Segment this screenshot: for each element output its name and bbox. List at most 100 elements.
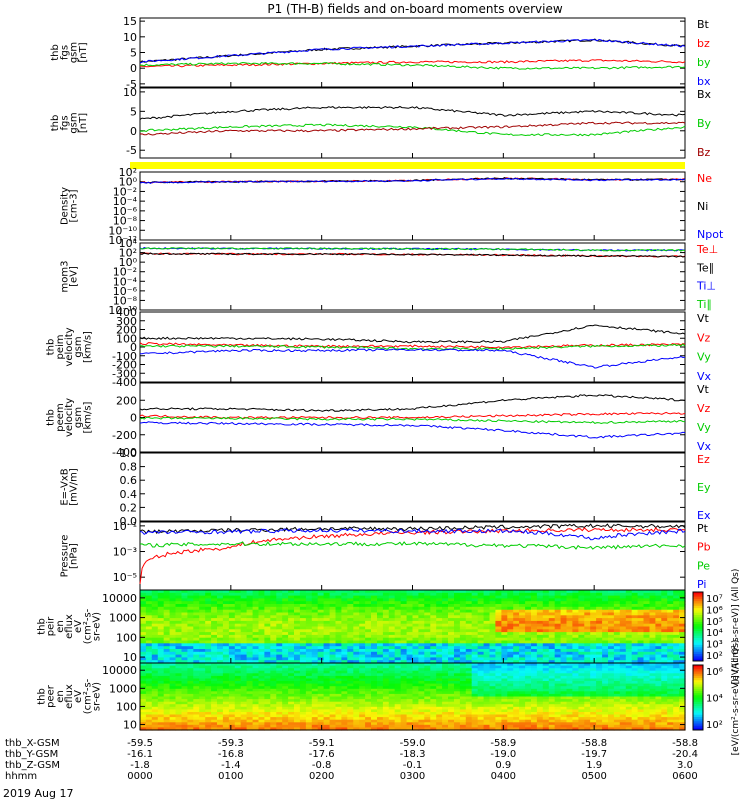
heatmap-cell bbox=[584, 709, 591, 713]
heatmap-cell bbox=[489, 590, 496, 594]
heatmap-cell bbox=[187, 675, 194, 680]
heatmap-cell bbox=[637, 688, 645, 692]
heatmap-cell bbox=[359, 691, 366, 695]
heatmap-cell bbox=[471, 615, 479, 619]
heatmap-cell bbox=[631, 654, 639, 658]
heatmap-cell bbox=[400, 654, 408, 658]
heatmap-cell bbox=[608, 712, 615, 716]
heatmap-cell bbox=[531, 612, 538, 616]
heatmap-cell bbox=[240, 722, 248, 726]
heatmap-cell bbox=[548, 598, 556, 602]
heatmap-cell bbox=[454, 657, 461, 661]
heatmap-cell bbox=[400, 643, 408, 647]
heatmap-cell bbox=[483, 626, 491, 630]
heatmap-cell bbox=[649, 629, 656, 633]
heatmap-cell bbox=[140, 626, 147, 630]
heatmap-cell bbox=[264, 712, 271, 716]
heatmap-cell bbox=[199, 657, 206, 661]
heatmap-cell bbox=[590, 686, 597, 690]
heatmap-cell bbox=[258, 598, 265, 602]
heatmap-cell bbox=[525, 668, 532, 672]
heatmap-cell bbox=[181, 601, 188, 605]
heatmap-cell bbox=[590, 640, 597, 644]
heatmap-cell bbox=[211, 634, 218, 639]
heatmap-cell bbox=[169, 590, 177, 594]
heatmap-cell bbox=[430, 696, 437, 700]
heatmap-cell bbox=[471, 598, 479, 602]
heatmap-cell bbox=[329, 724, 337, 728]
heatmap-cell bbox=[377, 693, 384, 698]
heatmap-cell bbox=[252, 727, 260, 731]
heatmap-cell bbox=[536, 640, 544, 644]
heatmap-cell bbox=[371, 706, 378, 710]
heatmap-cell bbox=[335, 612, 342, 616]
heatmap-cell bbox=[205, 704, 212, 708]
heatmap-cell bbox=[169, 637, 177, 642]
heatmap-cell bbox=[566, 618, 573, 622]
heatmap-cell bbox=[673, 615, 680, 619]
heatmap-cell bbox=[335, 609, 342, 614]
heatmap-cell bbox=[501, 663, 508, 667]
heatmap-cell bbox=[270, 654, 277, 658]
heatmap-cell bbox=[584, 691, 591, 695]
heatmap-cell bbox=[536, 629, 544, 633]
heatmap-cell bbox=[542, 719, 550, 723]
heatmap-cell bbox=[501, 678, 508, 682]
heatmap-cell bbox=[572, 612, 579, 616]
heatmap-cell bbox=[258, 663, 265, 667]
heatmap-cell bbox=[175, 717, 182, 721]
heatmap-cell bbox=[631, 701, 639, 705]
heatmap-cell bbox=[341, 632, 348, 636]
heatmap-cell bbox=[353, 719, 360, 723]
heatmap-cell bbox=[205, 606, 212, 611]
heatmap-cell bbox=[288, 609, 295, 614]
heatmap-cell bbox=[613, 626, 621, 630]
heatmap-cell bbox=[418, 691, 425, 695]
heatmap-cell bbox=[222, 590, 230, 594]
heatmap-cell bbox=[613, 646, 621, 650]
heatmap-cell bbox=[554, 678, 562, 682]
heatmap-cell bbox=[258, 709, 265, 713]
heatmap-cell bbox=[193, 683, 200, 687]
heatmap-cell bbox=[596, 640, 603, 644]
heatmap-cell bbox=[608, 615, 615, 619]
heatmap-cell bbox=[217, 592, 224, 597]
heatmap-cell bbox=[211, 722, 218, 726]
heatmap-cell bbox=[465, 717, 473, 721]
heatmap-cell bbox=[347, 691, 354, 695]
heatmap-cell bbox=[140, 712, 147, 716]
heatmap-cell bbox=[222, 629, 230, 633]
heatmap-cell bbox=[613, 719, 621, 723]
heatmap-cell bbox=[175, 704, 182, 708]
heatmap-cell bbox=[531, 727, 538, 731]
heatmap-cell bbox=[222, 724, 230, 728]
heatmap-cell bbox=[590, 704, 597, 708]
heatmap-cell bbox=[590, 615, 597, 619]
heatmap-cell bbox=[175, 606, 182, 611]
heatmap-cell bbox=[442, 604, 449, 608]
heatmap-cell bbox=[388, 668, 396, 672]
heatmap-cell bbox=[643, 623, 650, 628]
heatmap-cell bbox=[572, 640, 579, 644]
heatmap-cell bbox=[288, 727, 295, 731]
heatmap-cell bbox=[205, 626, 212, 630]
heatmap-cell bbox=[471, 699, 479, 703]
heatmap-cell bbox=[596, 637, 603, 642]
heatmap-cell bbox=[442, 649, 449, 653]
heatmap-cell bbox=[679, 632, 686, 636]
heatmap-cell bbox=[519, 618, 526, 622]
heatmap-cell bbox=[163, 681, 171, 685]
heatmap-cell bbox=[608, 706, 615, 710]
heatmap-cell bbox=[412, 701, 419, 705]
heatmap-cell bbox=[329, 590, 337, 594]
heatmap-cell bbox=[317, 609, 325, 614]
heatmap-cell bbox=[501, 612, 508, 616]
heatmap-cell bbox=[140, 691, 147, 695]
heatmap-cell bbox=[323, 686, 331, 690]
legend-label: Vz bbox=[697, 331, 711, 344]
heatmap-cell bbox=[655, 651, 662, 656]
y-axis-label: [mV/m] bbox=[69, 468, 80, 506]
heatmap-cell bbox=[140, 618, 147, 622]
heatmap-cell bbox=[637, 693, 645, 698]
heatmap-cell bbox=[299, 681, 307, 685]
